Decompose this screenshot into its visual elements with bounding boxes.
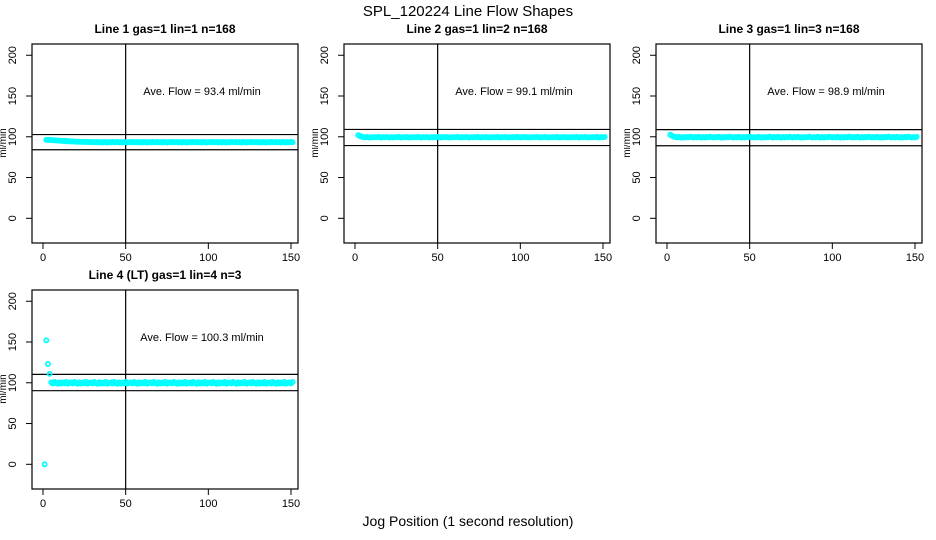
y-tick-label: 50 — [631, 171, 643, 183]
data-point — [289, 379, 296, 385]
x-tick-label: 150 — [282, 252, 300, 264]
x-tick-label: 100 — [511, 252, 529, 264]
y-tick-label: 150 — [319, 87, 331, 105]
y-axis-label: ml/min — [0, 374, 9, 403]
y-tick-label: 200 — [7, 292, 19, 310]
y-tick-label: 150 — [7, 333, 19, 351]
figure-title: SPL_120224 Line Flow Shapes — [362, 3, 574, 20]
ave-flow-label: Ave. Flow = 98.9 ml/min — [767, 86, 885, 98]
data-point — [913, 133, 920, 140]
x-tick-label: 50 — [744, 252, 756, 264]
x-tick-label: 100 — [199, 498, 217, 510]
panel-line-3: Line 3 gas=1 lin=3 n=168 Ave. Flow = 98.… — [624, 20, 936, 270]
x-tick-label: 150 — [906, 252, 924, 264]
plot-box — [655, 43, 923, 244]
x-tick-label: 0 — [664, 252, 670, 264]
y-tick-label: 50 — [7, 171, 19, 183]
x-tick-label: 100 — [823, 252, 841, 264]
data-point — [41, 461, 48, 468]
x-axis-label: Jog Position (1 second resolution) — [362, 513, 574, 529]
y-tick-label: 200 — [631, 46, 643, 64]
y-axis-label: ml/min — [0, 128, 9, 157]
plot-area: 0 50 100 150 0 50 100 150 200 ml/min — [0, 43, 300, 264]
panel-title: Line 2 gas=1 lin=2 n=168 — [406, 22, 548, 36]
y-tick-label: 100 — [7, 374, 19, 392]
plot-area: 0 50 100 150 0 50 100 150 200 ml/min — [624, 43, 924, 264]
y-tick-label: 0 — [7, 215, 19, 221]
y-tick-label: 200 — [319, 46, 331, 64]
x-tick-label: 0 — [40, 252, 46, 264]
y-axis-label: ml/min — [312, 128, 321, 157]
ave-flow-label: Ave. Flow = 99.1 ml/min — [455, 86, 573, 98]
ave-flow-label: Ave. Flow = 93.4 ml/min — [143, 86, 261, 98]
y-tick-label: 0 — [7, 461, 19, 467]
x-tick-label: 50 — [120, 498, 132, 510]
panel-line-2: Line 2 gas=1 lin=2 n=168 Ave. Flow = 99.… — [312, 20, 624, 270]
y-tick-label: 100 — [319, 128, 331, 146]
y-tick-label: 200 — [7, 46, 19, 64]
y-tick-label: 0 — [319, 215, 331, 221]
data-point — [289, 139, 296, 146]
y-tick-label: 100 — [7, 128, 19, 146]
data-point — [601, 133, 608, 140]
data-point — [45, 361, 51, 367]
x-tick-label: 150 — [594, 252, 612, 264]
plot-box — [31, 43, 299, 244]
y-tick-label: 0 — [631, 215, 643, 221]
panel-title: Line 3 gas=1 lin=3 n=168 — [718, 22, 860, 36]
x-tick-label: 50 — [432, 252, 444, 264]
panel-line-4-lt: Line 4 (LT) gas=1 lin=4 n=3 Ave. Flow = … — [0, 266, 312, 516]
x-tick-label: 100 — [199, 252, 217, 264]
y-axis-label: ml/min — [624, 128, 633, 157]
plot-area: 0 50 100 150 0 50 100 150 200 ml/min — [312, 43, 612, 264]
panel-title: Line 4 (LT) gas=1 lin=4 n=3 — [88, 268, 242, 282]
data-point — [46, 370, 53, 377]
y-tick-label: 50 — [319, 171, 331, 183]
ave-flow-label: Ave. Flow = 100.3 ml/min — [140, 332, 264, 344]
data-point — [43, 337, 50, 344]
plot-area: 0 50 100 150 0 50 100 150 200 ml/min — [0, 289, 300, 510]
y-tick-label: 50 — [7, 417, 19, 429]
y-tick-label: 150 — [7, 87, 19, 105]
x-tick-label: 0 — [352, 252, 358, 264]
plot-box — [31, 289, 299, 490]
y-tick-label: 100 — [631, 128, 643, 146]
panel-title: Line 1 gas=1 lin=1 n=168 — [94, 22, 236, 36]
y-tick-label: 150 — [631, 87, 643, 105]
plot-box — [343, 43, 611, 244]
x-tick-label: 0 — [40, 498, 46, 510]
x-tick-label: 50 — [120, 252, 132, 264]
panel-line-1: Line 1 gas=1 lin=1 n=168 Ave. Flow = 93.… — [0, 20, 312, 270]
x-tick-label: 150 — [282, 498, 300, 510]
